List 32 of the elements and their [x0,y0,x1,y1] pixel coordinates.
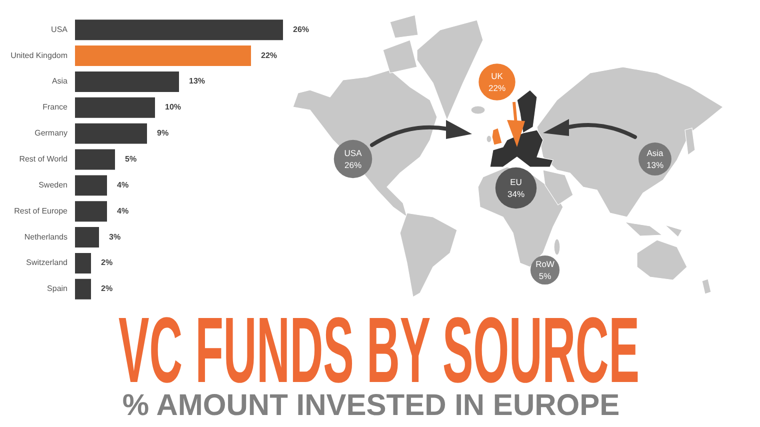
y-tick-label: Rest of Europe [14,206,68,216]
category-label: EU [510,177,522,187]
data-label: 10% [165,102,182,112]
data-label: 22% [488,83,506,93]
data-label: 2% [101,284,113,294]
y-tick-label: Rest of World [19,154,68,164]
y-tick-label: Asia [52,76,68,86]
data-label: 5% [125,154,137,164]
data-label: 26% [293,24,310,34]
y-tick-label: Netherlands [24,232,68,242]
data-label: 34% [507,189,525,199]
data-label: 4% [117,206,129,216]
data-label: 9% [157,128,169,138]
y-tick-label: USA [51,24,68,34]
y-tick-label: Spain [47,284,68,294]
y-tick-label: United Kingdom [10,50,68,60]
y-tick-label: Switzerland [26,258,68,268]
data-label: 22% [261,50,278,60]
data-label: 13% [189,76,206,86]
category-label: RoW [536,259,554,269]
data-label: 2% [101,258,113,268]
y-tick-label: Germany [34,128,68,138]
category-label: Asia [646,148,664,158]
data-label: 13% [646,160,664,170]
y-tick-label: France [42,102,68,112]
data-label: 3% [109,232,121,242]
data-label: 5% [538,271,552,281]
data-label: 4% [117,180,129,190]
category-label: USA [344,148,362,158]
y-tick-label: Sweden [38,180,68,190]
data-label: 26% [344,160,362,170]
category-label: UK [491,71,504,81]
